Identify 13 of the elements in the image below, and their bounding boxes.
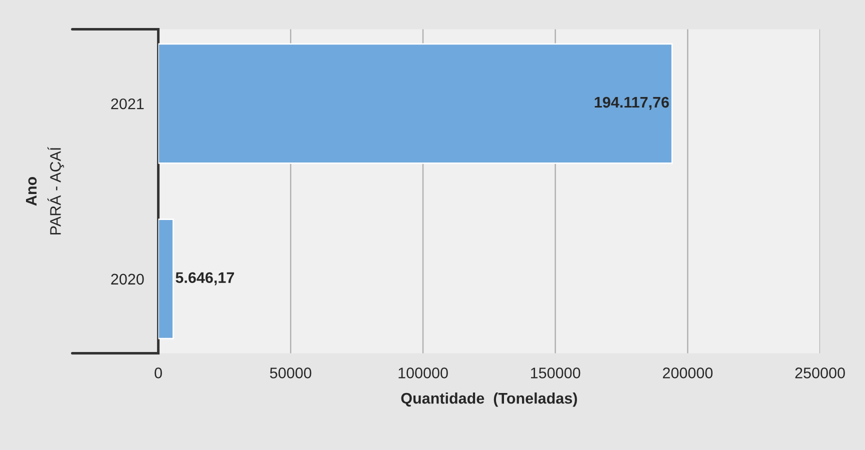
x-tick-label: 0 <box>154 368 162 378</box>
x-tick-label: 100000 <box>398 368 448 378</box>
x-axis-title: Quantidade (Toneladas) <box>401 392 577 407</box>
text: Ano <box>26 177 37 206</box>
y-tick-label: 2021 <box>111 98 144 110</box>
data-label: 5.646,17 <box>176 272 234 286</box>
data-label: 194.117,76 <box>594 96 669 110</box>
x-tick-label: 150000 <box>531 368 580 378</box>
text: PARÁ - AÇAÍ <box>47 146 64 234</box>
x-tick-label: 200000 <box>662 368 713 378</box>
x-tick-label: 50000 <box>270 368 312 378</box>
y-tick-label: 2020 <box>111 274 144 285</box>
x-tick-label: 250000 <box>795 368 845 378</box>
